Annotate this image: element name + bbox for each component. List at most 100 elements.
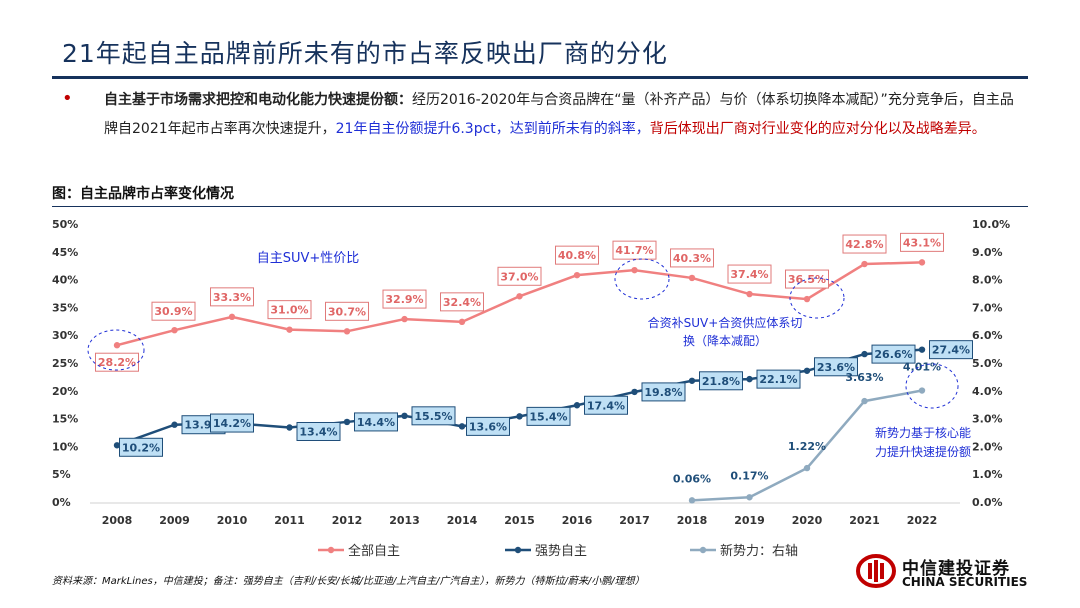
data-point bbox=[746, 290, 753, 298]
x-axis-tick-label: 2017 bbox=[619, 514, 650, 527]
summary-bullet: 自主基于市场需求把控和电动化能力快速提份额：经历2016-2020年与合资品牌在… bbox=[104, 86, 1024, 144]
data-label-box bbox=[612, 240, 657, 260]
right-axis-tick-label: 7.0% bbox=[972, 301, 1003, 314]
data-label: 28.2% bbox=[98, 356, 136, 369]
x-axis-tick-label: 2018 bbox=[677, 514, 708, 527]
data-label: 3.63% bbox=[845, 371, 883, 384]
right-axis-tick-label: 5.0% bbox=[972, 357, 1003, 370]
data-label: 13.4% bbox=[299, 425, 337, 438]
title-underline bbox=[52, 76, 1028, 79]
data-point bbox=[516, 293, 523, 300]
data-label: 43.1% bbox=[903, 236, 941, 249]
data-point bbox=[286, 424, 293, 431]
x-axis-tick-label: 2013 bbox=[389, 514, 420, 527]
left-axis-tick-label: 45% bbox=[52, 246, 78, 259]
data-point bbox=[343, 328, 351, 335]
figure-caption-rule bbox=[52, 206, 1028, 207]
data-label-box bbox=[210, 287, 254, 307]
data-label: 32.4% bbox=[443, 296, 481, 309]
data-point bbox=[688, 274, 696, 282]
data-label-box bbox=[526, 406, 571, 426]
slide-title: 21年起自主品牌前所未有的市占率反映出厂商的分化 bbox=[62, 39, 668, 68]
right-axis-tick-label: 2.0% bbox=[972, 440, 1003, 453]
legend-label: 强势自主 bbox=[535, 543, 587, 559]
x-axis-tick-label: 2008 bbox=[102, 514, 133, 527]
annotation-text: 自主SUV+性价比 bbox=[257, 251, 360, 266]
data-point bbox=[746, 494, 753, 501]
left-axis-tick-label: 50% bbox=[52, 218, 78, 231]
data-label: 41.7% bbox=[615, 244, 653, 257]
data-label-box bbox=[119, 437, 163, 457]
right-axis-tick-label: 4.0% bbox=[972, 385, 1003, 398]
x-axis-tick-label: 2021 bbox=[849, 514, 880, 527]
x-axis-tick-label: 2020 bbox=[792, 514, 823, 527]
left-axis-tick-label: 25% bbox=[52, 357, 78, 370]
data-point bbox=[286, 326, 293, 333]
data-label-box bbox=[842, 234, 887, 254]
data-point bbox=[861, 350, 868, 358]
annotation-text: 合资补SUV+合资供应体系切 bbox=[648, 315, 803, 330]
data-label-box bbox=[814, 357, 858, 377]
source-note: 资料来源：MarkLines，中信建投；备注：强势自主（吉利/长安/长城/比亚迪… bbox=[52, 576, 645, 587]
data-label-box bbox=[555, 245, 599, 265]
right-axis-tick-label: 1.0% bbox=[972, 468, 1003, 481]
data-label: 13.6% bbox=[469, 420, 507, 433]
highlight-ellipse bbox=[905, 363, 959, 409]
right-axis-tick-label: 8.0% bbox=[972, 274, 1003, 287]
left-axis-tick-label: 20% bbox=[52, 385, 78, 398]
data-label: 0.17% bbox=[730, 469, 768, 482]
data-label: 27.4% bbox=[932, 344, 970, 357]
x-axis-tick-label: 2012 bbox=[332, 514, 363, 527]
annotation-text: 换（降本减配） bbox=[683, 334, 767, 348]
x-axis-tick-label: 2010 bbox=[217, 514, 248, 527]
data-point bbox=[631, 388, 638, 396]
highlight-ellipse bbox=[614, 258, 670, 300]
data-label-box bbox=[382, 289, 427, 309]
right-axis-tick-label: 6.0% bbox=[972, 329, 1003, 342]
data-label-box bbox=[466, 416, 510, 436]
data-label: 10.2% bbox=[122, 441, 160, 454]
data-label: 36.5% bbox=[788, 273, 826, 286]
right-axis-tick-label: 9.0% bbox=[972, 246, 1003, 259]
data-label-box bbox=[584, 395, 628, 415]
data-point bbox=[803, 295, 811, 303]
data-point bbox=[113, 342, 121, 349]
x-axis-tick-label: 2022 bbox=[907, 514, 938, 527]
data-point bbox=[918, 346, 926, 353]
data-label: 22.1% bbox=[759, 373, 797, 386]
data-point bbox=[631, 266, 638, 274]
bullet-dot-icon: • bbox=[62, 88, 73, 109]
data-label: 31.0% bbox=[270, 304, 308, 317]
data-label-box bbox=[210, 413, 254, 433]
logo-text-cn: 中信建投证券 bbox=[902, 559, 1010, 579]
data-point bbox=[918, 259, 926, 266]
data-point bbox=[458, 423, 466, 430]
data-label: 40.8% bbox=[558, 249, 596, 262]
data-label-box bbox=[670, 248, 714, 268]
data-label-box bbox=[871, 344, 916, 364]
data-label-box bbox=[497, 266, 542, 286]
left-axis-tick-label: 10% bbox=[52, 440, 78, 453]
data-point bbox=[746, 375, 753, 383]
data-label-box bbox=[411, 406, 456, 426]
bullet-body: 经历2016-2020年与合资品牌在“量（补齐产品）与价（体系切换降本减配）”充… bbox=[104, 92, 1014, 137]
data-label-box bbox=[440, 292, 484, 312]
data-label: 37.0% bbox=[500, 270, 538, 283]
data-label: 14.2% bbox=[213, 417, 251, 430]
left-axis-tick-label: 30% bbox=[52, 329, 78, 342]
data-label-box bbox=[325, 301, 369, 321]
data-label: 1.22% bbox=[788, 440, 826, 453]
logo-text-en: CHINA SECURITIES bbox=[902, 575, 1028, 589]
figure-caption: 图：自主品牌市占率变化情况 bbox=[52, 186, 234, 202]
data-label: 15.5% bbox=[414, 410, 452, 423]
data-point bbox=[228, 313, 236, 321]
data-point bbox=[573, 271, 581, 279]
data-label: 17.4% bbox=[587, 399, 625, 412]
legend-swatch-marker bbox=[699, 546, 707, 554]
data-label-box bbox=[756, 369, 801, 389]
data-point bbox=[171, 326, 178, 334]
bullet-lead: 自主基于市场需求把控和电动化能力快速提份额： bbox=[104, 92, 412, 108]
data-point bbox=[803, 367, 811, 374]
annotation-text: 力提升快速提份额 bbox=[875, 444, 971, 459]
x-axis-tick-label: 2019 bbox=[734, 514, 765, 527]
